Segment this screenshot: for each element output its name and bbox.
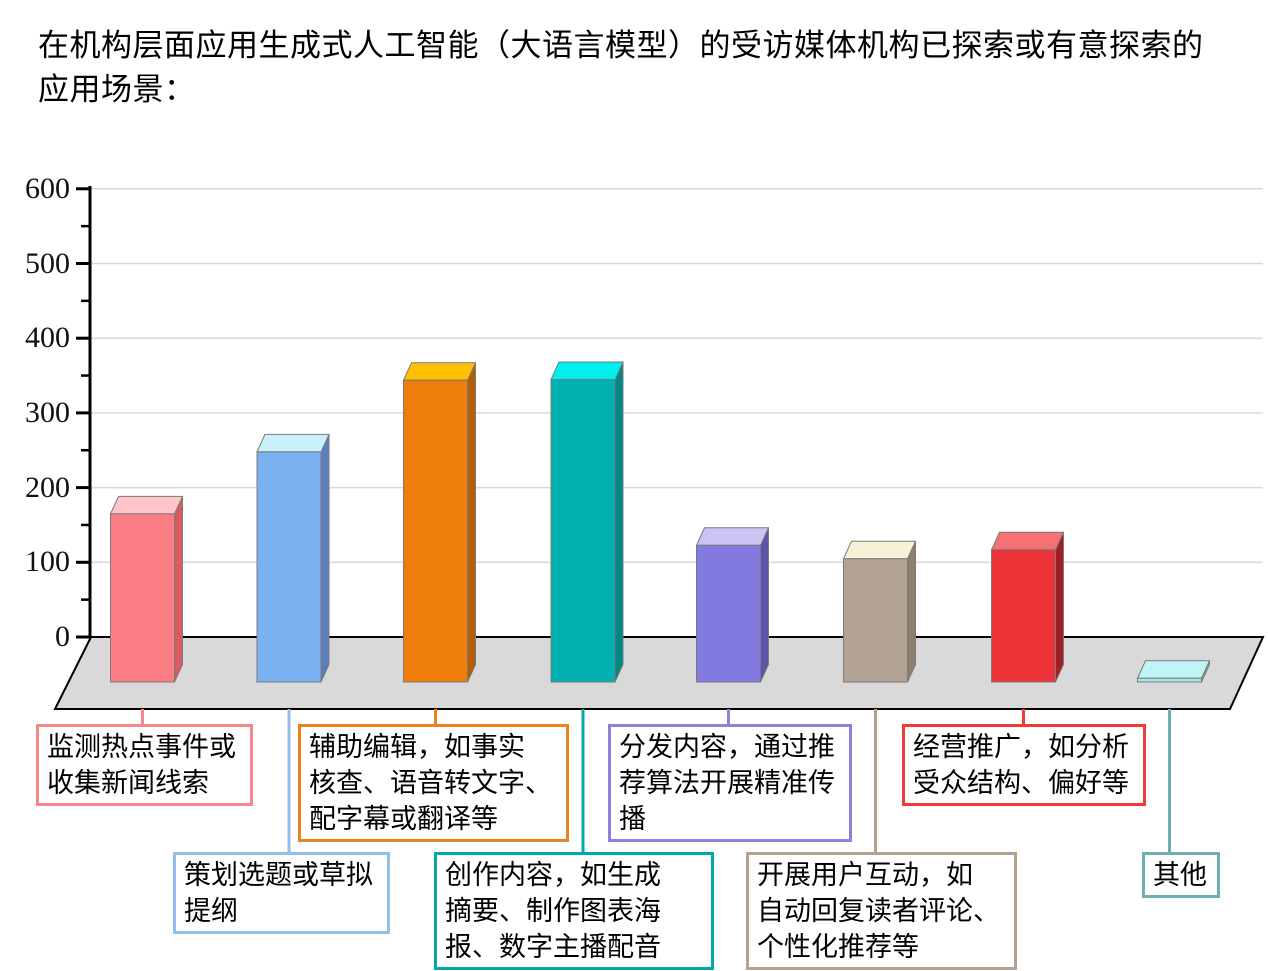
y-tick-label-500: 500: [25, 246, 70, 280]
bar-side-face: [174, 496, 183, 683]
callout-text-line: 配字幕或翻译等: [309, 804, 498, 834]
category-callout-2: 辅助编辑，如事实 核查、语音转文字、 配字幕或翻译等: [298, 724, 569, 842]
bar-4: [695, 527, 770, 683]
page-title: 在机构层面应用生成式人工智能（大语言模型）的受访媒体机构已探索或有意探索的 应用…: [38, 24, 1253, 112]
y-tick-label-0: 0: [55, 620, 70, 653]
bar-top-face: [1136, 660, 1211, 679]
callout-text-line: 自动回复读者评论、: [757, 896, 1000, 926]
callout-text-line: 辅助编辑，如事实: [309, 732, 525, 762]
bar-side-face: [907, 541, 916, 683]
category-callout-5: 开展用户互动，如 自动回复读者评论、 个性化推荐等: [746, 852, 1017, 970]
bar-top-face: [109, 495, 184, 515]
bar-side-face: [760, 527, 769, 683]
bar-side-face: [467, 362, 476, 683]
bar-top-face: [550, 361, 624, 380]
y-tick-label-600: 600: [25, 171, 70, 205]
category-callout-1: 策划选题或草拟 提纲: [173, 852, 390, 934]
callout-text-line: 开展用户互动，如: [757, 860, 973, 890]
callout-text-line: 报、数字主播配音: [445, 932, 661, 962]
bar-2: [402, 362, 477, 683]
bar-1: [256, 433, 330, 683]
chart-floor: [53, 636, 1265, 710]
callout-text-line: 分发内容，通过推: [619, 732, 835, 762]
callout-text-line: 摘要、制作图表海: [445, 896, 661, 926]
callout-text-line: 创作内容，如生成: [445, 860, 661, 890]
callout-text-line: 收集新闻线索: [47, 768, 209, 798]
bar-top-face: [990, 531, 1065, 551]
category-callout-7: 其他: [1142, 852, 1220, 898]
bar-front-face: [110, 513, 175, 683]
bar-top-face: [842, 540, 917, 560]
bar-top-face: [402, 362, 477, 381]
page-title-line1: 在机构层面应用生成式人工智能（大语言模型）的受访媒体机构已探索或有意探索的: [38, 28, 1204, 63]
callout-text-line: 策划选题或草拟: [184, 860, 373, 890]
callout-text-line: 受众结构、偏好等: [913, 768, 1129, 798]
bar-front-face: [256, 451, 322, 683]
category-callout-0: 监测热点事件或 收集新闻线索: [36, 724, 253, 806]
callout-text-line: 提纲: [184, 896, 238, 926]
category-callout-4: 分发内容，通过推 荐算法开展精准传播: [608, 724, 852, 842]
bar-top-face: [695, 527, 770, 546]
callout-text-line: 其他: [1153, 860, 1207, 890]
bar-front-face: [696, 544, 761, 683]
bar-front-face: [1137, 677, 1202, 683]
page-title-line2: 应用场景：: [38, 72, 196, 107]
bar-front-face: [991, 549, 1056, 683]
y-tick-label-400: 400: [25, 321, 70, 355]
category-callout-3: 创作内容，如生成 摘要、制作图表海 报、数字主播配音: [434, 852, 714, 970]
bar-6: [990, 531, 1065, 683]
y-tick-label-200: 200: [25, 470, 70, 504]
bar-0: [109, 495, 184, 683]
callout-text-line: 监测热点事件或: [47, 732, 236, 762]
bar-3: [550, 361, 624, 683]
bar-side-face: [320, 434, 330, 683]
callout-text-line: 个性化推荐等: [757, 932, 919, 962]
bar-front-face: [843, 558, 908, 683]
bar-front-face: [550, 378, 616, 683]
bar-top-face: [256, 433, 330, 453]
bar-5: [842, 540, 917, 683]
y-tick-label-100: 100: [25, 545, 70, 579]
callout-text-line: 荐算法开展精准传: [619, 768, 835, 798]
bar-side-face: [614, 361, 624, 683]
bar-front-face: [403, 379, 468, 683]
callout-text-line: 播: [619, 804, 646, 834]
y-tick-label-300: 300: [25, 395, 70, 429]
bar-7: [1136, 660, 1211, 683]
callout-text-line: 经营推广，如分析: [913, 732, 1129, 762]
callout-text-line: 核查、语音转文字、: [309, 768, 552, 798]
bar-side-face: [1055, 532, 1064, 683]
category-callout-6: 经营推广，如分析 受众结构、偏好等: [902, 724, 1146, 806]
